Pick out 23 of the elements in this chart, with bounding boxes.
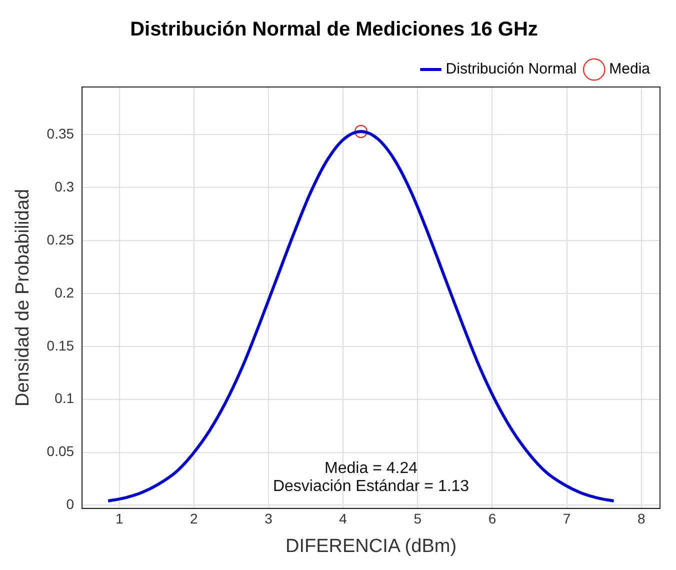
y-tick-label: 0.25 bbox=[46, 231, 74, 248]
chart-title: Distribución Normal de Mediciones 16 GHz bbox=[130, 18, 538, 41]
annotation: Media = 4.24 bbox=[324, 460, 418, 477]
y-tick-label: 0.1 bbox=[54, 390, 74, 406]
annotation: Desviación Estándar = 1.13 bbox=[272, 478, 470, 495]
y-tick-label: 0.2 bbox=[54, 284, 74, 300]
legend-label: Media bbox=[609, 60, 651, 78]
x-tick-label: 2 bbox=[190, 510, 198, 527]
x-axis-title: DIFERENCIA (dBm) bbox=[286, 536, 457, 557]
x-tick-label: 5 bbox=[414, 510, 422, 527]
y-tick-label: 0.05 bbox=[46, 443, 74, 460]
x-tick-label: 1 bbox=[115, 510, 124, 527]
legend-label: Distribución Normal bbox=[446, 60, 577, 78]
y-axis-title: Densidad de Probabilidad bbox=[12, 188, 34, 407]
x-tick-label: 7 bbox=[562, 510, 571, 527]
x-tick-label: 4 bbox=[339, 510, 348, 527]
x-tick-label: 3 bbox=[264, 510, 273, 527]
x-tick-label: 6 bbox=[488, 510, 496, 527]
y-tick-label: 0 bbox=[66, 496, 74, 512]
x-tick-label: 8 bbox=[637, 510, 646, 527]
y-tick-label: 0.3 bbox=[54, 178, 74, 194]
y-tick-label: 0.15 bbox=[46, 337, 74, 354]
y-tick-label: 0.35 bbox=[46, 126, 74, 142]
